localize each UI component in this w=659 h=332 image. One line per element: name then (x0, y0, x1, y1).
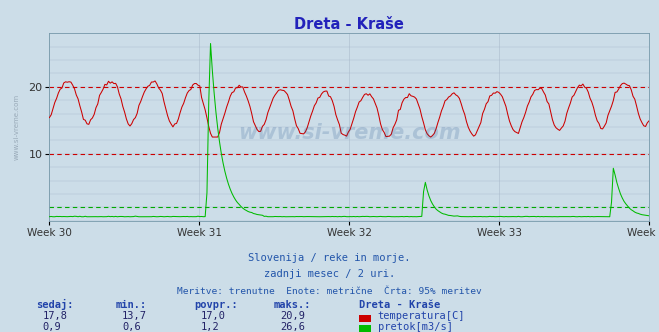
Title: Dreta - Kraše: Dreta - Kraše (295, 17, 404, 32)
Text: www.si-vreme.com: www.si-vreme.com (13, 94, 20, 160)
Text: Slovenija / reke in morje.: Slovenija / reke in morje. (248, 253, 411, 263)
Text: 17,0: 17,0 (201, 311, 226, 321)
Text: 20,9: 20,9 (280, 311, 305, 321)
Text: zadnji mesec / 2 uri.: zadnji mesec / 2 uri. (264, 269, 395, 279)
Text: povpr.:: povpr.: (194, 300, 238, 310)
Text: pretok[m3/s]: pretok[m3/s] (378, 322, 453, 332)
Text: www.si-vreme.com: www.si-vreme.com (238, 123, 461, 143)
Text: maks.:: maks.: (273, 300, 311, 310)
Text: temperatura[C]: temperatura[C] (378, 311, 465, 321)
Text: Dreta - Kraše: Dreta - Kraše (359, 300, 440, 310)
Text: 17,8: 17,8 (43, 311, 68, 321)
Text: 0,9: 0,9 (43, 322, 61, 332)
Text: 0,6: 0,6 (122, 322, 140, 332)
Text: sedaj:: sedaj: (36, 299, 74, 310)
Text: 26,6: 26,6 (280, 322, 305, 332)
Text: 13,7: 13,7 (122, 311, 147, 321)
Text: 1,2: 1,2 (201, 322, 219, 332)
Text: min.:: min.: (115, 300, 146, 310)
Text: Meritve: trenutne  Enote: metrične  Črta: 95% meritev: Meritve: trenutne Enote: metrične Črta: … (177, 287, 482, 296)
